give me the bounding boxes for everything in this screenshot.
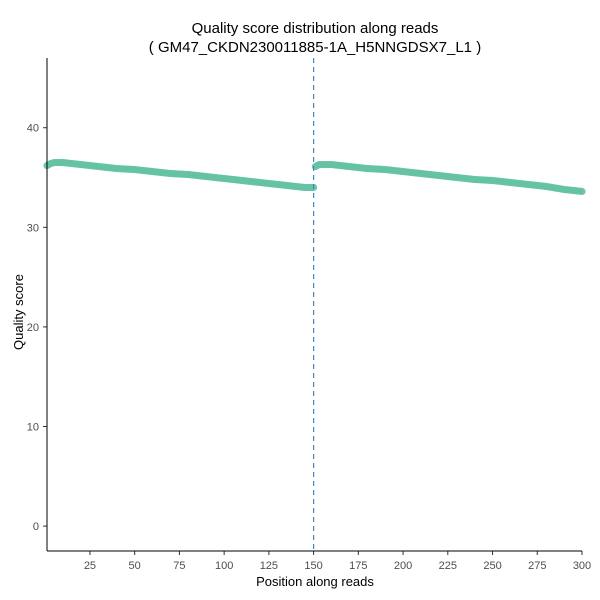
data-points xyxy=(43,158,586,196)
y-tick-label: 0 xyxy=(33,521,39,533)
chart-subtitle: ( GM47_CKDN230011885-1A_H5NNGDSX7_L1 ) xyxy=(149,39,481,56)
x-tick-label: 150 xyxy=(304,560,322,572)
x-axis-title: Position along reads xyxy=(256,574,374,589)
x-tick-label: 225 xyxy=(439,560,457,572)
x-tick-label: 100 xyxy=(215,560,233,572)
x-tick-label: 200 xyxy=(394,560,412,572)
x-tick-label: 300 xyxy=(573,560,591,572)
y-tick-label: 40 xyxy=(27,123,39,135)
x-tick-label: 275 xyxy=(528,560,546,572)
x-axis-ticks: 25 50 75 100 125 150 175 200 225 250 275 300 xyxy=(84,551,591,572)
y-tick-label: 10 xyxy=(27,422,39,434)
y-axis-title: Quality score xyxy=(11,274,26,350)
x-tick-label: 25 xyxy=(84,560,96,572)
chart-title: Quality score distribution along reads xyxy=(192,20,439,37)
x-tick-label: 250 xyxy=(483,560,501,572)
y-tick-label: 20 xyxy=(27,322,39,334)
x-tick-label: 75 xyxy=(173,560,185,572)
x-tick-label: 50 xyxy=(129,560,141,572)
x-tick-label: 175 xyxy=(349,560,367,572)
y-tick-label: 30 xyxy=(27,222,39,234)
data-point xyxy=(578,187,586,196)
y-axis-ticks: 0 10 20 30 40 xyxy=(27,123,47,533)
plot-area: 0 10 20 30 40 25 50 75 100 125 150 175 200 225 250 275… xyxy=(27,58,591,572)
x-tick-label: 125 xyxy=(260,560,278,572)
